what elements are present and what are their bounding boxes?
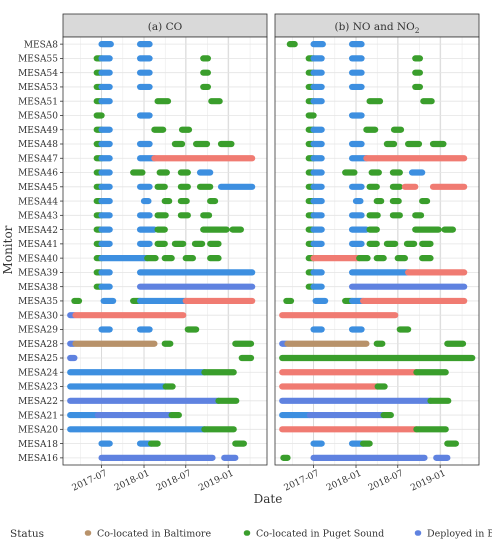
panel-title: (b) NO and NO2 [334,21,419,35]
y-tick-label: MESA50 [18,112,58,122]
legend-label: Co-located in Puget Sound [256,529,384,540]
x-tick-label: 2018-01 [113,469,151,494]
y-tick-label: MESA8 [24,40,58,50]
y-tick-label: MESA39 [18,269,58,279]
panel-title: (a) CO [148,21,183,33]
panel-2: (b) NO and NO2 2017-07 2018-01 2018-07 2019-… [274,13,480,494]
y-tick-label: MESA21 [18,411,58,421]
x-tick-label: 2018-01 [325,469,363,494]
x-tick-label: 2019-01 [409,469,447,494]
y-tick-label: MESA55 [18,55,58,65]
y-tick-label: MESA16 [18,454,58,464]
x-tick-label: 2019-01 [197,469,235,494]
panel-1: (a) CO 2017-07 2018-01 2018-07 2019-01 MESA8 M… [18,13,268,494]
y-axis-title: Monitor [1,225,15,274]
y-tick-label: MESA23 [18,383,58,393]
y-tick-label: MESA25 [18,354,58,364]
legend-label: Co-located in Baltimore [97,529,211,540]
y-tick-label: MESA38 [18,283,58,293]
y-tick-label: MESA22 [18,397,58,407]
legend-label: Deployed in Baltimore [427,529,492,540]
panel-border [274,36,480,466]
legend-title: Status [10,528,44,540]
y-tick-label: MESA29 [18,326,58,336]
y-tick-label: MESA53 [18,83,58,93]
x-tick-label: 2017-07 [71,469,109,494]
y-tick-label: MESA24 [18,368,58,378]
y-tick-label: MESA45 [18,183,58,193]
y-tick-label: MESA28 [18,340,58,350]
y-tick-label: MESA30 [18,311,58,321]
x-tick-label: 2018-07 [155,469,193,494]
panel-border [62,36,268,466]
panel-title-subscript: 2 [415,26,420,35]
y-tick-label: MESA42 [18,226,58,236]
y-tick-label: MESA51 [18,97,58,107]
y-tick-label: MESA54 [18,69,58,79]
legend: Status Co-located in Baltimore Co-located… [10,528,492,540]
y-tick-label: MESA40 [18,254,58,264]
y-tick-label: MESA49 [18,126,58,136]
y-tick-label: MESA35 [18,297,58,307]
y-tick-label: MESA18 [18,440,58,450]
x-tick-label: 2018-07 [367,469,405,494]
y-tick-label: MESA46 [18,169,58,179]
y-tick-label: MESA47 [18,154,58,164]
y-tick-label: MESA41 [18,240,58,250]
y-tick-label: MESA43 [18,212,58,222]
y-tick-label: MESA20 [18,426,58,436]
x-tick-label: 2017-07 [283,469,321,494]
y-tick-label: MESA44 [18,197,58,207]
y-tick-label: MESA48 [18,140,58,150]
x-axis-title: Date [254,492,283,506]
